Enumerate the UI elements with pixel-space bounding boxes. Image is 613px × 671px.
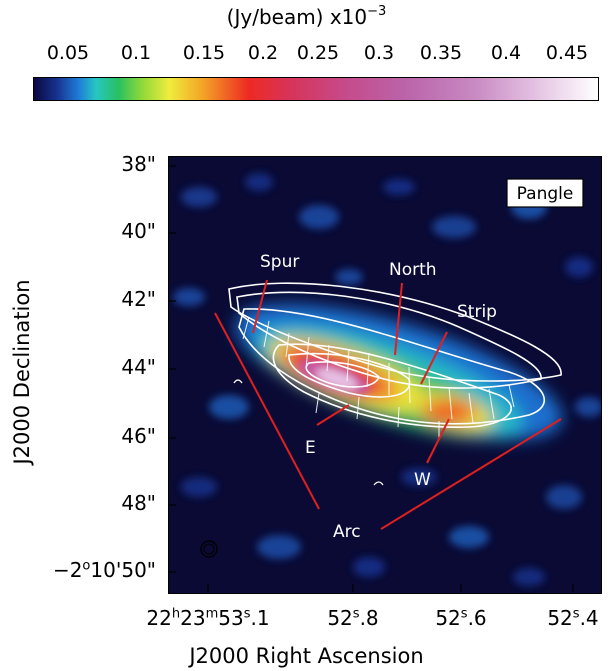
colorbar-tick: 0.25 (296, 42, 340, 64)
x-tick-label: 52s.8 (327, 606, 379, 630)
emission-peak (298, 359, 370, 395)
polarization-vectors (242, 316, 515, 439)
beam-ellipse (200, 540, 218, 558)
colorbar-tick: 0.05 (46, 42, 90, 64)
y-tick-label: 40" (121, 219, 156, 243)
radio-map-panel: Pangle Spur North Strip E W Arc (168, 156, 602, 594)
colorbar-tick: 0.2 (247, 42, 279, 64)
x-tick-label: 52s.4 (547, 606, 599, 630)
annotation-arc: Arc (333, 522, 361, 542)
y-axis-label: J2000 Declination (10, 279, 34, 465)
annotation-e: E (305, 438, 316, 458)
x-axis-label: J2000 Right Ascension (189, 644, 424, 668)
x-tick-label: 52s.6 (435, 606, 487, 630)
contour-fragment (233, 379, 243, 384)
radio-map: Pangle Spur North Strip E W Arc (173, 173, 601, 586)
colorbar-tick: 0.15 (182, 42, 226, 64)
colorbar-tick: 0.1 (120, 42, 152, 64)
colorbar-tick: 0.35 (419, 42, 463, 64)
annotation-lines (214, 279, 562, 530)
axis-ticks (168, 165, 574, 592)
panel-label-box (506, 178, 584, 208)
annotation-north: North (389, 260, 437, 280)
contour-fragment (373, 481, 384, 486)
y-tick-label: 44" (121, 355, 156, 379)
y-tick-label: 38" (121, 152, 156, 176)
y-tick-label: 48" (121, 491, 156, 515)
y-tick-label: 42" (121, 287, 156, 311)
colorbar-tick: 0.45 (545, 42, 589, 64)
colorbar-unit-label: (Jy/beam) x10−3 (226, 4, 387, 29)
annotation-strip: Strip (457, 302, 497, 322)
colorbar-tick: 0.4 (490, 42, 522, 64)
panel-label: Pangle (517, 184, 574, 204)
beam-ellipse-inner (203, 543, 215, 555)
x-tick-label: 22h23m53s.1 (146, 606, 270, 630)
colorbar-gradient (33, 77, 599, 101)
y-tick-label-last: −2o10'50" (52, 558, 156, 582)
y-tick-label: 46" (121, 424, 156, 448)
annotation-spur: Spur (260, 252, 299, 272)
contour-lines (228, 282, 562, 428)
colorbar-tick: 0.3 (363, 42, 395, 64)
annotation-w: W (414, 470, 431, 490)
